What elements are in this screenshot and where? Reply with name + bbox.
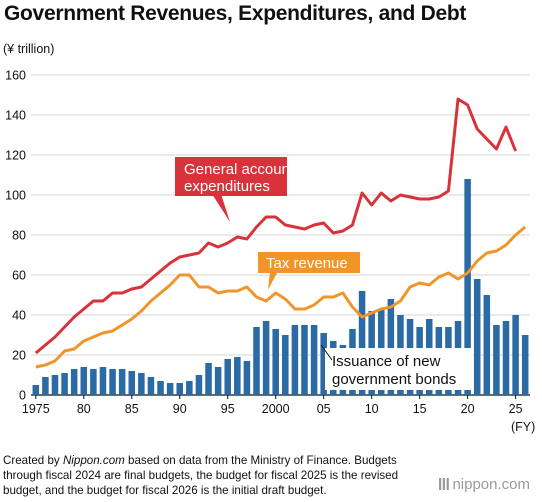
tax-revenue-pointer	[268, 271, 278, 290]
y-tick-label: 40	[12, 309, 26, 323]
y-tick-labels: 0 20 40 60 80 100 120 140 160	[5, 69, 26, 403]
bond-bar-1988	[157, 381, 164, 395]
y-tick-label: 80	[12, 229, 26, 243]
footnote-source: Nippon.com	[62, 454, 125, 467]
x-tick-label: 90	[173, 402, 187, 416]
bond-bar-2004	[310, 325, 318, 395]
bond-bar-2025	[512, 315, 519, 395]
bond-bar-1993	[205, 363, 212, 395]
expenditures-line	[34, 97, 517, 355]
x-tick-label: 20	[461, 402, 475, 416]
bond-bar-2000	[272, 329, 279, 395]
x-tick-label: 2000	[262, 402, 290, 416]
x-axis-unit-label: (FY)	[511, 420, 535, 434]
y-tick-label: 160	[5, 69, 26, 83]
bonds-label-line1: Issuance of new	[332, 353, 441, 370]
bond-bar-1999	[262, 321, 270, 395]
bond-bar-1986	[138, 373, 145, 395]
y-tick-label: 100	[5, 189, 26, 203]
bond-bar-1980	[80, 367, 88, 395]
bond-bar-1994	[214, 367, 222, 395]
x-tick-label: 95	[221, 402, 235, 416]
chart-title: Government Revenues, Expenditures, and D…	[4, 2, 467, 25]
bond-bar-1982	[99, 367, 107, 395]
brand-name: nippon.com	[452, 476, 530, 493]
bond-bar-1992	[195, 375, 203, 395]
expenditures-label-box	[175, 157, 287, 196]
x-tick-label: 15	[413, 402, 427, 416]
tax-revenue-label: Tax revenue	[266, 255, 348, 272]
bond-bar-2023	[493, 325, 500, 395]
brand-logo: nippon.com	[439, 476, 530, 493]
bond-bar-2024	[502, 321, 510, 395]
bond-bar-1975	[32, 385, 40, 395]
y-tick-label: 120	[5, 149, 26, 163]
bond-bar-1981	[90, 369, 97, 395]
bond-bar-1989	[166, 383, 174, 395]
bond-bar-2020	[464, 179, 471, 395]
expenditures-callout: General account expenditures	[175, 157, 295, 222]
bond-bar-2002	[291, 325, 299, 395]
bond-bar-1998	[253, 327, 260, 395]
bond-bar-1984	[118, 369, 126, 395]
bond-bar-1985	[128, 371, 136, 395]
expenditures-label-line1: General account	[184, 161, 295, 178]
y-tick-label: 140	[5, 109, 26, 123]
bond-bar-1987	[147, 377, 155, 395]
bond-bar-2003	[301, 325, 308, 395]
y-tick-label: 20	[12, 349, 26, 363]
y-axis-unit-label: (¥ trillion)	[3, 42, 55, 56]
bond-bar-1996	[234, 357, 241, 395]
series-lines	[34, 97, 527, 369]
bond-bar-2005	[320, 333, 327, 395]
footnote-part1: Created by	[3, 454, 63, 467]
bond-bar-1976	[42, 377, 49, 395]
x-tick-label: 1975	[22, 402, 50, 416]
bond-bar-1983	[109, 369, 116, 395]
x-tick-label: 25	[509, 402, 523, 416]
bond-bar-1990	[176, 383, 184, 395]
expenditures-label-line2: expenditures	[184, 178, 270, 195]
bond-bar-1995	[224, 359, 231, 395]
bonds-label-box	[325, 348, 473, 390]
bond-bar-2026	[521, 335, 529, 395]
bond-bar-2009	[358, 291, 366, 395]
bond-bar-1997	[243, 361, 251, 395]
bond-bar-2012	[387, 299, 395, 395]
x-tick-label: 05	[317, 402, 331, 416]
tax-revenue-callout: Tax revenue	[258, 252, 360, 290]
bond-bar-1978	[61, 373, 68, 395]
bonds-label-line2: government bonds	[332, 371, 456, 388]
bond-bar-1977	[51, 375, 59, 395]
footnote-part2: based on data from the Ministry of Finan…	[3, 454, 399, 497]
bond-bar-2022	[483, 295, 491, 395]
x-tick-label: 85	[125, 402, 139, 416]
source-footnote: Created by Nippon.com based on data from…	[3, 453, 423, 498]
x-tick-labels: 1975 80 85 90 95 2000 05 10 15 20 25	[22, 395, 523, 416]
bond-bar-1991	[186, 381, 193, 395]
tax-revenue-line	[35, 225, 527, 369]
bonds-callout: Issuance of new government bonds	[320, 344, 473, 390]
bond-bar-1979	[70, 369, 78, 395]
bond-bar-2021	[473, 279, 481, 395]
y-tick-label: 0	[19, 389, 26, 403]
bonds-pointer	[320, 344, 333, 361]
x-tick-label: 10	[365, 402, 379, 416]
tax-revenue-label-box	[258, 252, 360, 273]
brand-mark-icon	[439, 478, 450, 490]
bond-bar-2001	[282, 335, 289, 395]
x-tick-label: 80	[77, 402, 91, 416]
y-tick-label: 60	[12, 269, 26, 283]
expenditures-pointer	[212, 194, 230, 222]
